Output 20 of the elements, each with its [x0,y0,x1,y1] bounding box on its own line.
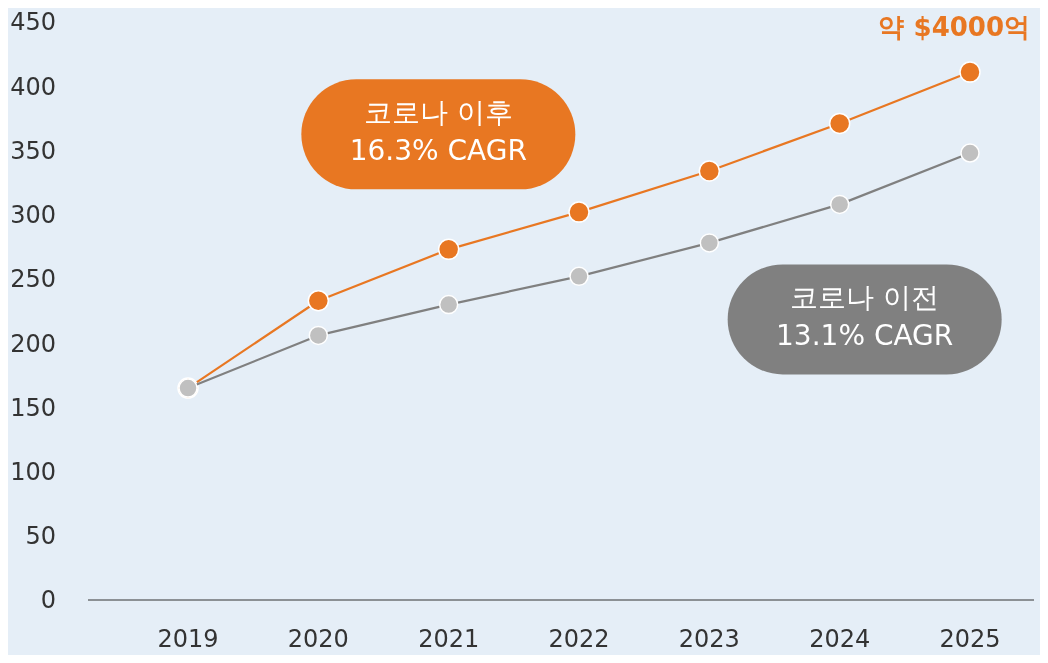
y-tick-label: 0 [40,586,56,615]
y-tick-label: 100 [10,457,56,486]
x-tick-label: 2023 [678,625,740,653]
y-tick-label: 200 [10,329,56,358]
x-tick-label: 2022 [548,625,610,653]
text: 코로나 이후 16.3% CAGR [349,96,527,168]
y-tick-label: 300 [10,201,56,230]
x-tick-label: 2020 [287,625,349,653]
x-tick-label: 2021 [418,625,480,653]
y-tick-label: 400 [10,72,56,101]
x-tick-label: 2024 [809,625,871,653]
y-tick-label: 350 [10,136,56,165]
x-tick-label: 2025 [939,625,1001,653]
y-tick-label: 150 [10,393,56,422]
y-tick-label: 250 [10,265,56,294]
y-tick-label: 50 [25,522,56,551]
annotation: 약 $4000억 [878,12,1030,43]
y-tick-label: 450 [10,8,56,37]
series-label: 코로나 이전 13.1% CAGR [776,281,954,353]
x-tick-label: 2019 [157,625,219,653]
